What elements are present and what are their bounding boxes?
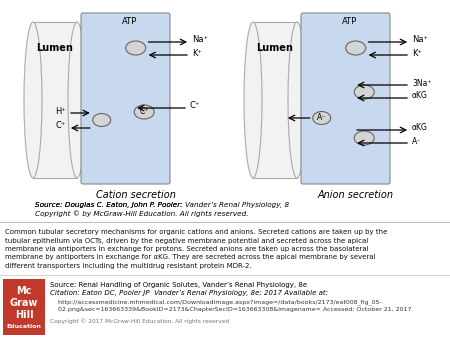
Text: Hill: Hill [15,310,33,320]
Text: Lumen: Lumen [256,43,293,53]
FancyBboxPatch shape [301,13,390,184]
Bar [3,279,45,335]
Text: αKG: αKG [412,123,428,132]
Bar [253,22,297,178]
Text: C⁺: C⁺ [56,121,66,130]
Bar [33,22,77,178]
Text: Source: Douglas C. Eaton, John P. Pooler:: Source: Douglas C. Eaton, John P. Pooler… [35,202,185,208]
Text: Education: Education [7,324,41,330]
Text: Lumen: Lumen [36,43,73,53]
Ellipse shape [313,112,331,124]
Text: Copyright © 2017 McGraw-Hill Education. All rights reserved: Copyright © 2017 McGraw-Hill Education. … [50,318,229,324]
Text: A⁻: A⁻ [412,137,421,145]
Ellipse shape [288,22,306,178]
Text: Mc: Mc [16,286,32,296]
Text: http://accessmedicine.mhmedical.com/Downloadimage.aspx?image=/data/books/2173/ea: http://accessmedicine.mhmedical.com/Down… [50,299,382,305]
Ellipse shape [126,41,146,55]
Ellipse shape [346,41,366,55]
Text: Source: Renal Handling of Organic Solutes, Vander’s Renal Physiology, 8e: Source: Renal Handling of Organic Solute… [50,282,307,288]
Text: Citation: Eaton DC, Pooler JP  Vander’s Renal Physiology, 8e; 2017 Available at:: Citation: Eaton DC, Pooler JP Vander’s R… [50,290,328,296]
Text: ATP: ATP [342,18,357,26]
Text: Na⁺: Na⁺ [192,35,208,45]
Ellipse shape [24,22,42,178]
Text: C⁺: C⁺ [140,107,149,117]
Ellipse shape [68,22,86,178]
Text: Copyright © by McGraw-Hill Education. All rights reserved.: Copyright © by McGraw-Hill Education. Al… [35,210,248,217]
Ellipse shape [354,131,374,145]
Text: Anion secretion: Anion secretion [318,190,393,200]
Ellipse shape [244,22,262,178]
Text: Graw: Graw [10,298,38,308]
Ellipse shape [93,114,111,126]
Text: A⁻: A⁻ [317,114,326,122]
FancyBboxPatch shape [81,13,170,184]
Text: 02.png&sec=163663339&BookID=2173&ChapterSecID=163663308&imagename= Accessed: Oct: 02.png&sec=163663339&BookID=2173&Chapter… [50,307,411,312]
Ellipse shape [134,105,154,119]
Text: Source: Douglas C. Eaton, John P. Pooler: Vander’s Renal Physiology, 8: Source: Douglas C. Eaton, John P. Pooler… [35,202,289,208]
Text: different transporters including the multidrug resistant protein MDR-2.: different transporters including the mul… [5,263,252,269]
Text: C⁺: C⁺ [190,101,200,111]
Text: ATP: ATP [122,18,137,26]
Text: membrane via antiporters in exchange for protons. Secreted anions are taken up a: membrane via antiporters in exchange for… [5,246,369,252]
Text: membrane by antiporters in exchange for αKG. They are secreted across the apical: membrane by antiporters in exchange for … [5,255,375,261]
Text: 3Na⁺: 3Na⁺ [412,78,432,88]
Text: Na⁺: Na⁺ [412,35,428,45]
Text: Common tubular secretory mechanisms for organic cations and anions. Secreted cat: Common tubular secretory mechanisms for … [5,229,387,235]
Ellipse shape [354,85,374,99]
Text: H⁺: H⁺ [55,106,67,116]
Text: K⁺: K⁺ [412,48,422,57]
Text: K⁺: K⁺ [192,48,202,57]
Text: Cation secretion: Cation secretion [95,190,176,200]
Text: tubular epithelium via OCTs, driven by the negative membrane potential and secre: tubular epithelium via OCTs, driven by t… [5,238,368,243]
Text: αKG: αKG [412,92,428,100]
